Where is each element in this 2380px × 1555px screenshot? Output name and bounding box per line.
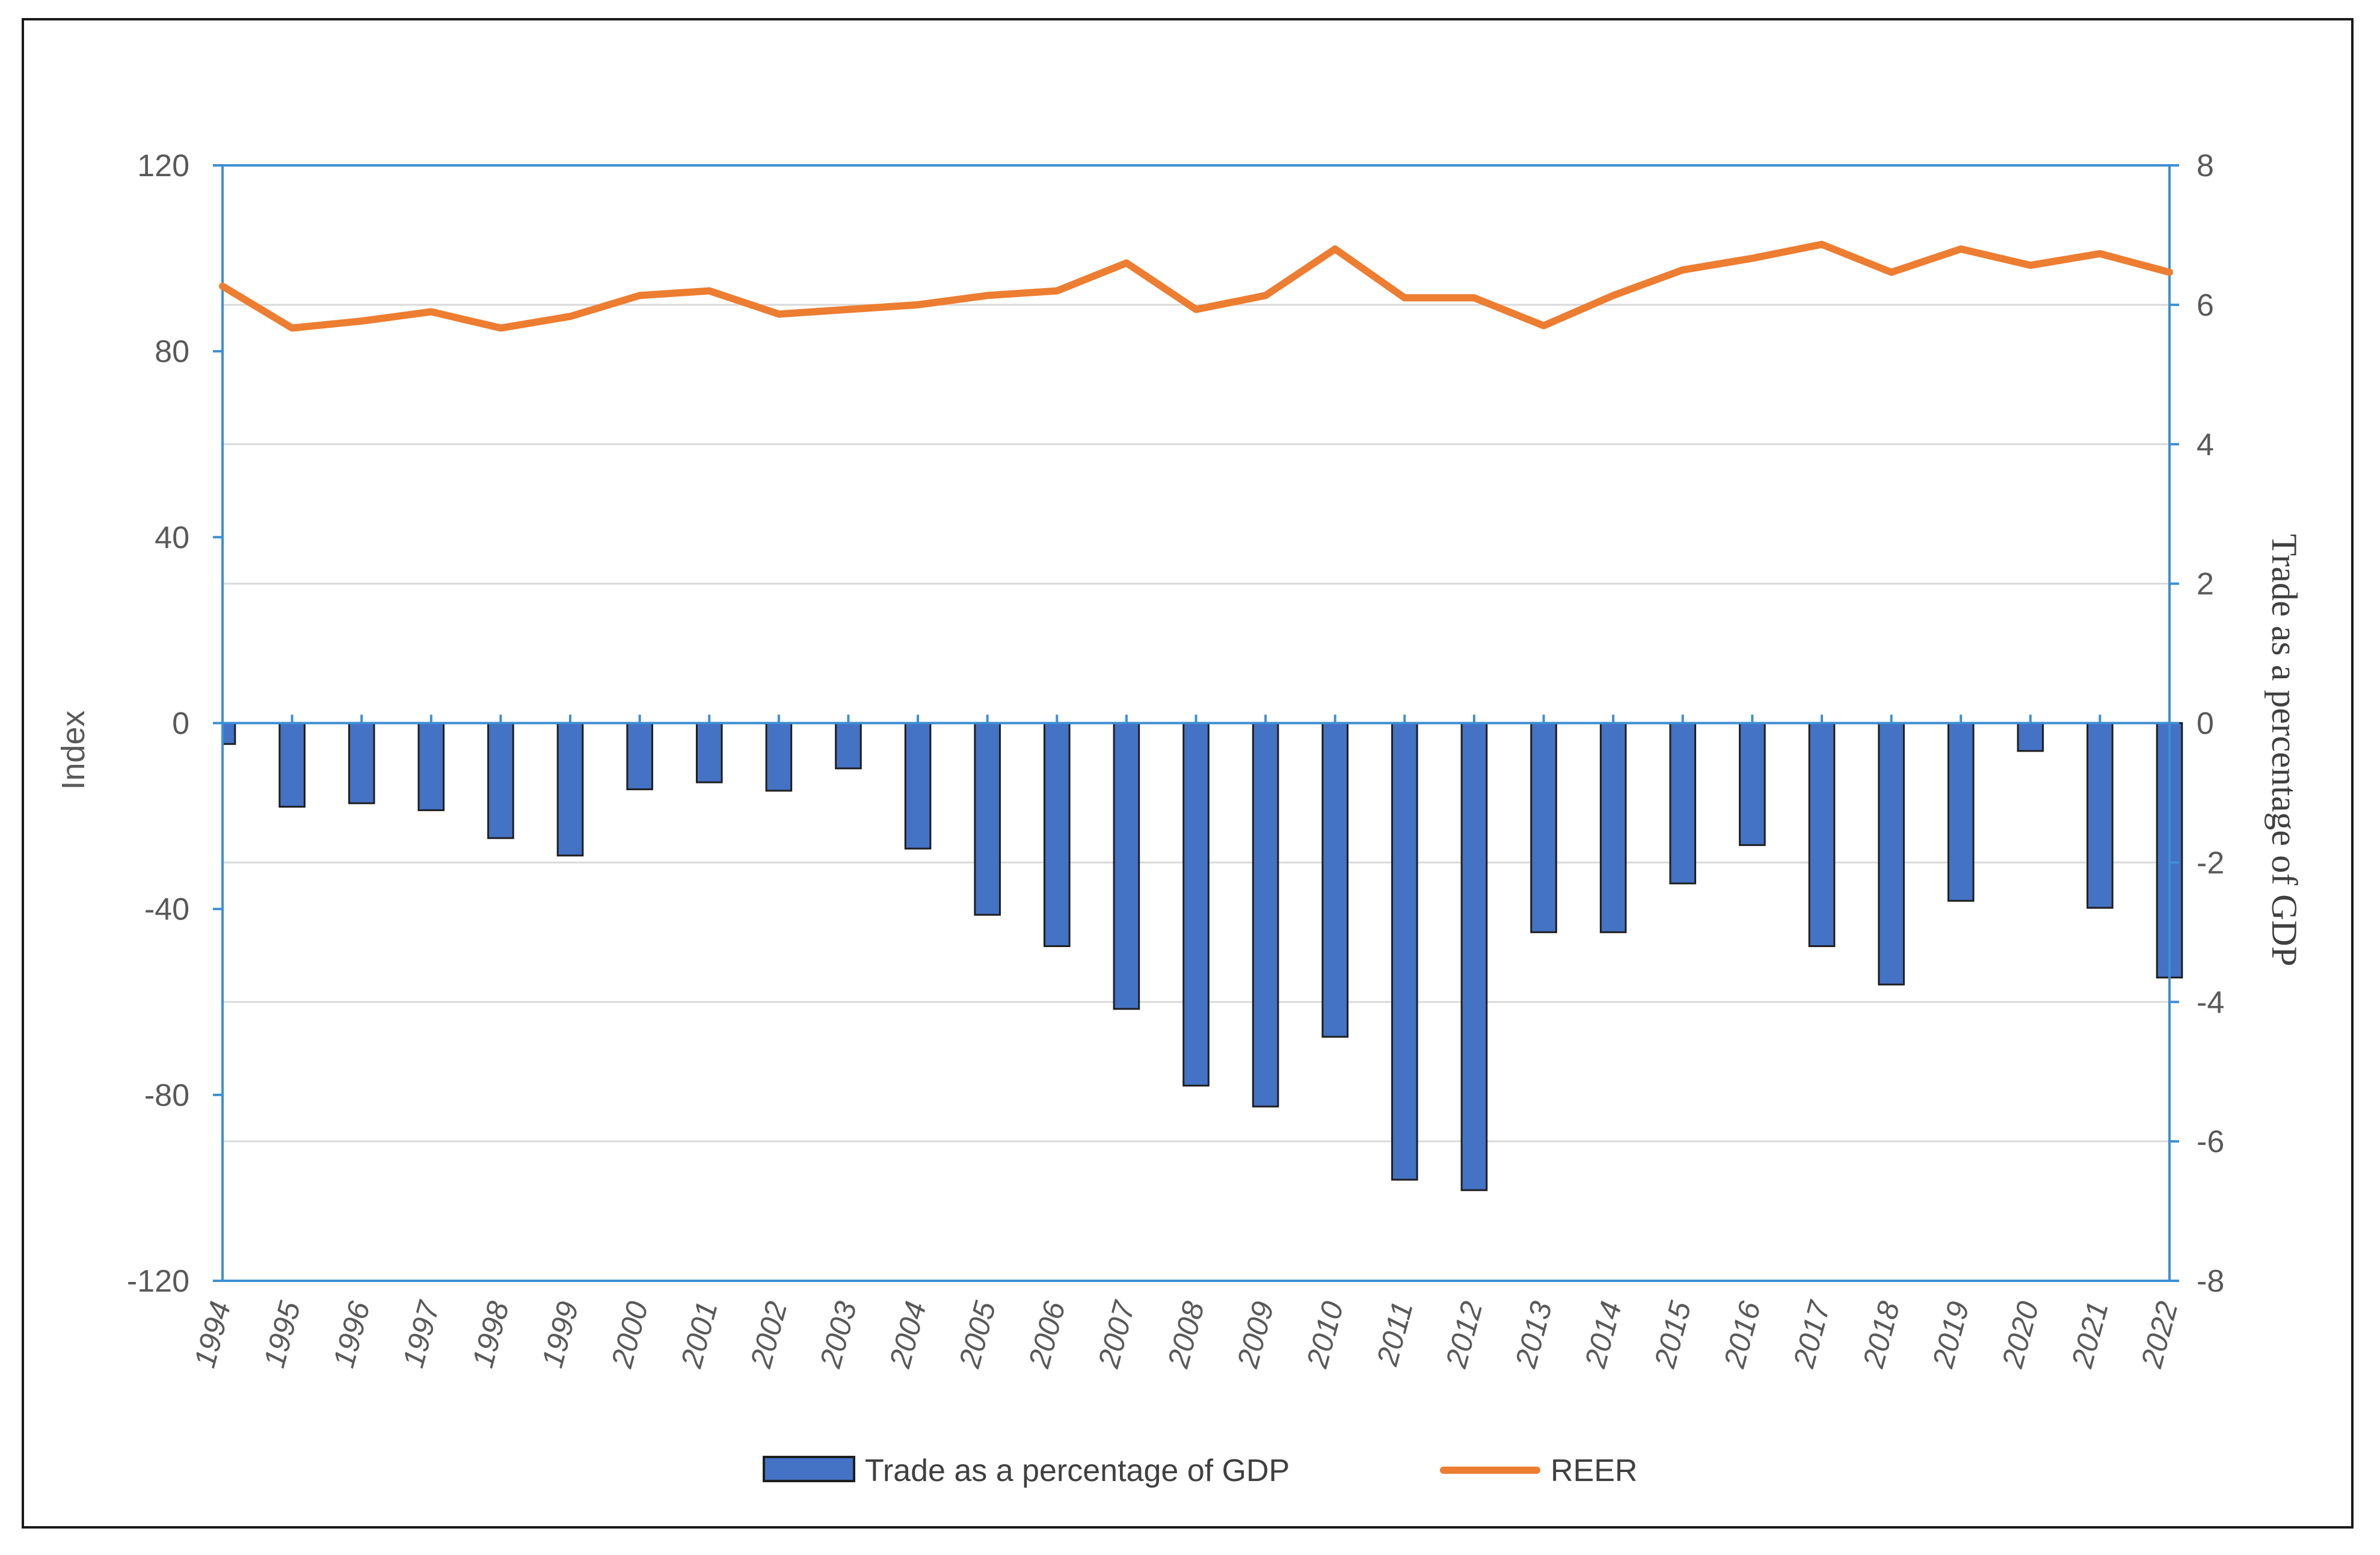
- x-tick-label-2005: 2005: [952, 1298, 1002, 1372]
- bar-trade-2014: [1599, 722, 1627, 933]
- bar-trade-2000: [626, 722, 653, 791]
- left-tick-label: 0: [172, 707, 189, 741]
- bar-trade-2021: [2086, 722, 2114, 909]
- x-tick-label-2008: 2008: [1161, 1298, 1211, 1372]
- x-tick-label-2000: 2000: [604, 1298, 654, 1372]
- bar-trade-2001: [695, 722, 723, 784]
- line-reer: [219, 241, 2173, 332]
- left-tick-label: 40: [155, 520, 189, 555]
- line-series: [219, 241, 2173, 332]
- left-axis-title: Index: [55, 710, 91, 790]
- x-tick-label-2022: 2022: [2134, 1298, 2184, 1372]
- right-tick-label: -6: [2197, 1124, 2224, 1159]
- x-tick-label-2001: 2001: [674, 1298, 724, 1372]
- x-tick-label-2011: 2011: [1370, 1298, 1419, 1369]
- left-tick-label: -80: [144, 1078, 189, 1113]
- left-tick-label: 80: [155, 334, 189, 369]
- bar-trade-2017: [1808, 722, 1836, 947]
- bar-trade-2008: [1182, 722, 1210, 1087]
- bar-trade-2012: [1460, 722, 1488, 1191]
- bar-trade-1996: [348, 722, 375, 805]
- bar-trade-1999: [556, 722, 584, 857]
- x-tick-label-2010: 2010: [1300, 1298, 1350, 1372]
- right-tick-label: 0: [2197, 707, 2214, 741]
- x-tick-label-1997: 1997: [396, 1296, 446, 1371]
- legend-label-trade: Trade as a percentage of GDP: [865, 1453, 1290, 1488]
- bar-trade-1995: [278, 722, 306, 808]
- x-tick-label-2021: 2021: [2065, 1298, 2115, 1372]
- x-tick-label-2015: 2015: [1647, 1298, 1697, 1372]
- axes: [213, 164, 2179, 1282]
- x-tick-label-2018: 2018: [1856, 1298, 1906, 1372]
- left-tick-label: -120: [127, 1264, 189, 1299]
- legend-swatch-trade: [763, 1456, 855, 1482]
- right-tick-label: -4: [2197, 985, 2224, 1020]
- x-tick-label-2016: 2016: [1717, 1298, 1767, 1372]
- left-tick-label: -40: [144, 892, 189, 927]
- bar-trade-1998: [487, 722, 514, 839]
- bar-trade-2016: [1739, 722, 1766, 846]
- bar-trade-2019: [1947, 722, 1975, 902]
- x-tick-label-2002: 2002: [743, 1298, 793, 1372]
- x-tick-label-1998: 1998: [466, 1298, 515, 1371]
- bar-trade-2004: [904, 722, 932, 850]
- x-tick-label-2020: 2020: [1995, 1298, 2045, 1372]
- x-tick-label-1994: 1994: [188, 1298, 238, 1371]
- x-tick-label-2007: 2007: [1091, 1296, 1142, 1372]
- x-tick-label-2019: 2019: [1926, 1298, 1976, 1372]
- bar-trade-2018: [1878, 722, 1905, 986]
- bar-trade-1994: [221, 722, 236, 745]
- x-tick-label-2013: 2013: [1508, 1298, 1558, 1372]
- x-tick-label-2006: 2006: [1022, 1298, 1072, 1372]
- x-tick-label-2014: 2014: [1578, 1298, 1628, 1372]
- left-tick-label: 120: [137, 149, 189, 183]
- x-tick-label-2017: 2017: [1786, 1296, 1837, 1372]
- bar-trade-2010: [1321, 722, 1349, 1038]
- bar-trade-2020: [2017, 722, 2044, 752]
- bar-trade-2011: [1391, 722, 1418, 1181]
- legend: Trade as a percentage of GDP REER: [763, 1453, 1637, 1488]
- right-tick-label: -2: [2197, 845, 2224, 880]
- x-tick-label-1995: 1995: [257, 1298, 307, 1371]
- bar-trade-1997: [417, 722, 445, 811]
- x-tick-label-2004: 2004: [883, 1298, 933, 1372]
- right-tick-label: -8: [2197, 1264, 2224, 1299]
- bar-trade-2002: [765, 722, 793, 792]
- bar-trade-2003: [835, 722, 862, 770]
- bar-trade-2006: [1043, 722, 1071, 947]
- x-tick-label-1999: 1999: [535, 1298, 585, 1371]
- legend-label-reer: REER: [1551, 1453, 1637, 1488]
- bar-trade-2009: [1252, 722, 1279, 1108]
- right-tick-label: 4: [2197, 428, 2214, 462]
- right-axis-title: Trade as a percentage of GDP: [2265, 534, 2304, 966]
- x-tick-label-2003: 2003: [813, 1298, 863, 1372]
- bar-trade-2015: [1669, 722, 1697, 885]
- x-tick-label-2009: 2009: [1231, 1298, 1281, 1372]
- right-tick-label: 2: [2197, 567, 2214, 602]
- bar-trade-2013: [1530, 722, 1557, 933]
- bar-trade-2007: [1113, 722, 1140, 1010]
- right-tick-label: 8: [2197, 149, 2214, 183]
- right-tick-label: 6: [2197, 288, 2214, 323]
- x-tick-label-1996: 1996: [327, 1298, 377, 1371]
- x-tick-label-2012: 2012: [1439, 1298, 1489, 1372]
- bar-series: [221, 722, 2183, 1191]
- bar-trade-2005: [974, 722, 1001, 916]
